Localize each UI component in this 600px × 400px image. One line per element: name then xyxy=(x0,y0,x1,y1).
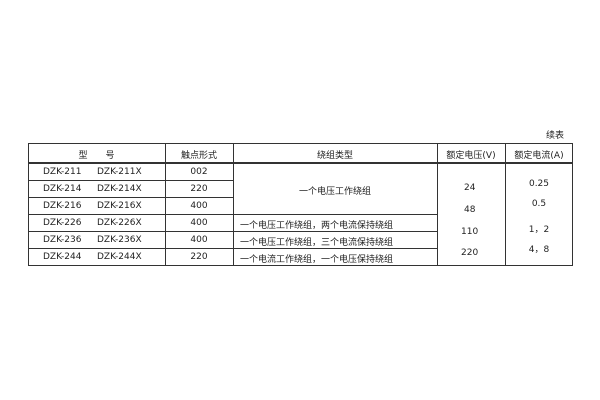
col-divider xyxy=(437,143,438,266)
model-x: DZK-244X xyxy=(97,252,142,262)
model-x: DZK-214X xyxy=(97,184,142,194)
row-divider xyxy=(28,248,437,249)
rated-current: 0.25 xyxy=(528,179,550,189)
contact-form: 220 xyxy=(190,252,208,262)
header-voltage: 额定电压(V) xyxy=(446,151,496,161)
col-divider xyxy=(572,143,573,266)
winding-type: 一个电压工作绕组 xyxy=(298,187,371,197)
rated-current: 0.5 xyxy=(531,199,547,209)
model-x: DZK-216X xyxy=(97,201,142,211)
header-current: 额定电流(A) xyxy=(514,151,564,161)
rated-voltage: 220 xyxy=(461,248,479,258)
winding-type: 一个电压工作绕组，三个电流保持绕组 xyxy=(240,238,394,248)
rated-voltage: 24 xyxy=(464,183,476,193)
col-divider xyxy=(28,143,29,266)
model: DZK-216 xyxy=(43,201,82,211)
rated-voltage: 48 xyxy=(464,205,476,215)
contact-form: 002 xyxy=(190,167,208,177)
header-winding: 绕组类型 xyxy=(316,151,353,161)
col-divider xyxy=(165,143,166,266)
col-divider xyxy=(505,143,506,266)
table-border-top xyxy=(28,143,573,144)
contact-form: 400 xyxy=(190,235,208,245)
model-x: DZK-236X xyxy=(97,235,142,245)
table-border-header xyxy=(28,162,573,164)
winding-type: 一个电流工作绕组，一个电压保持绕组 xyxy=(240,255,394,265)
model: DZK-211 xyxy=(43,167,82,177)
contact-form: 220 xyxy=(190,184,208,194)
rated-voltage: 110 xyxy=(461,227,479,237)
row-divider xyxy=(28,180,233,181)
row-divider xyxy=(28,214,437,215)
continued-label: 续表 xyxy=(546,131,565,141)
rated-current: 4，8 xyxy=(528,245,550,255)
row-divider xyxy=(28,231,437,232)
model: DZK-214 xyxy=(43,184,82,194)
table-border-bottom xyxy=(28,265,573,266)
rated-current: 1，2 xyxy=(528,225,550,235)
contact-form: 400 xyxy=(190,218,208,228)
contact-form: 400 xyxy=(190,201,208,211)
model-x: DZK-211X xyxy=(97,167,142,177)
model: DZK-244 xyxy=(43,252,82,262)
header-contact: 触点形式 xyxy=(180,151,217,161)
model-x: DZK-226X xyxy=(97,218,142,228)
row-divider xyxy=(28,197,233,198)
model: DZK-236 xyxy=(43,235,82,245)
header-model: 型 号 xyxy=(78,151,115,161)
col-divider xyxy=(233,143,234,266)
model: DZK-226 xyxy=(43,218,82,228)
winding-type: 一个电压工作绕组，两个电流保持绕组 xyxy=(240,221,394,231)
